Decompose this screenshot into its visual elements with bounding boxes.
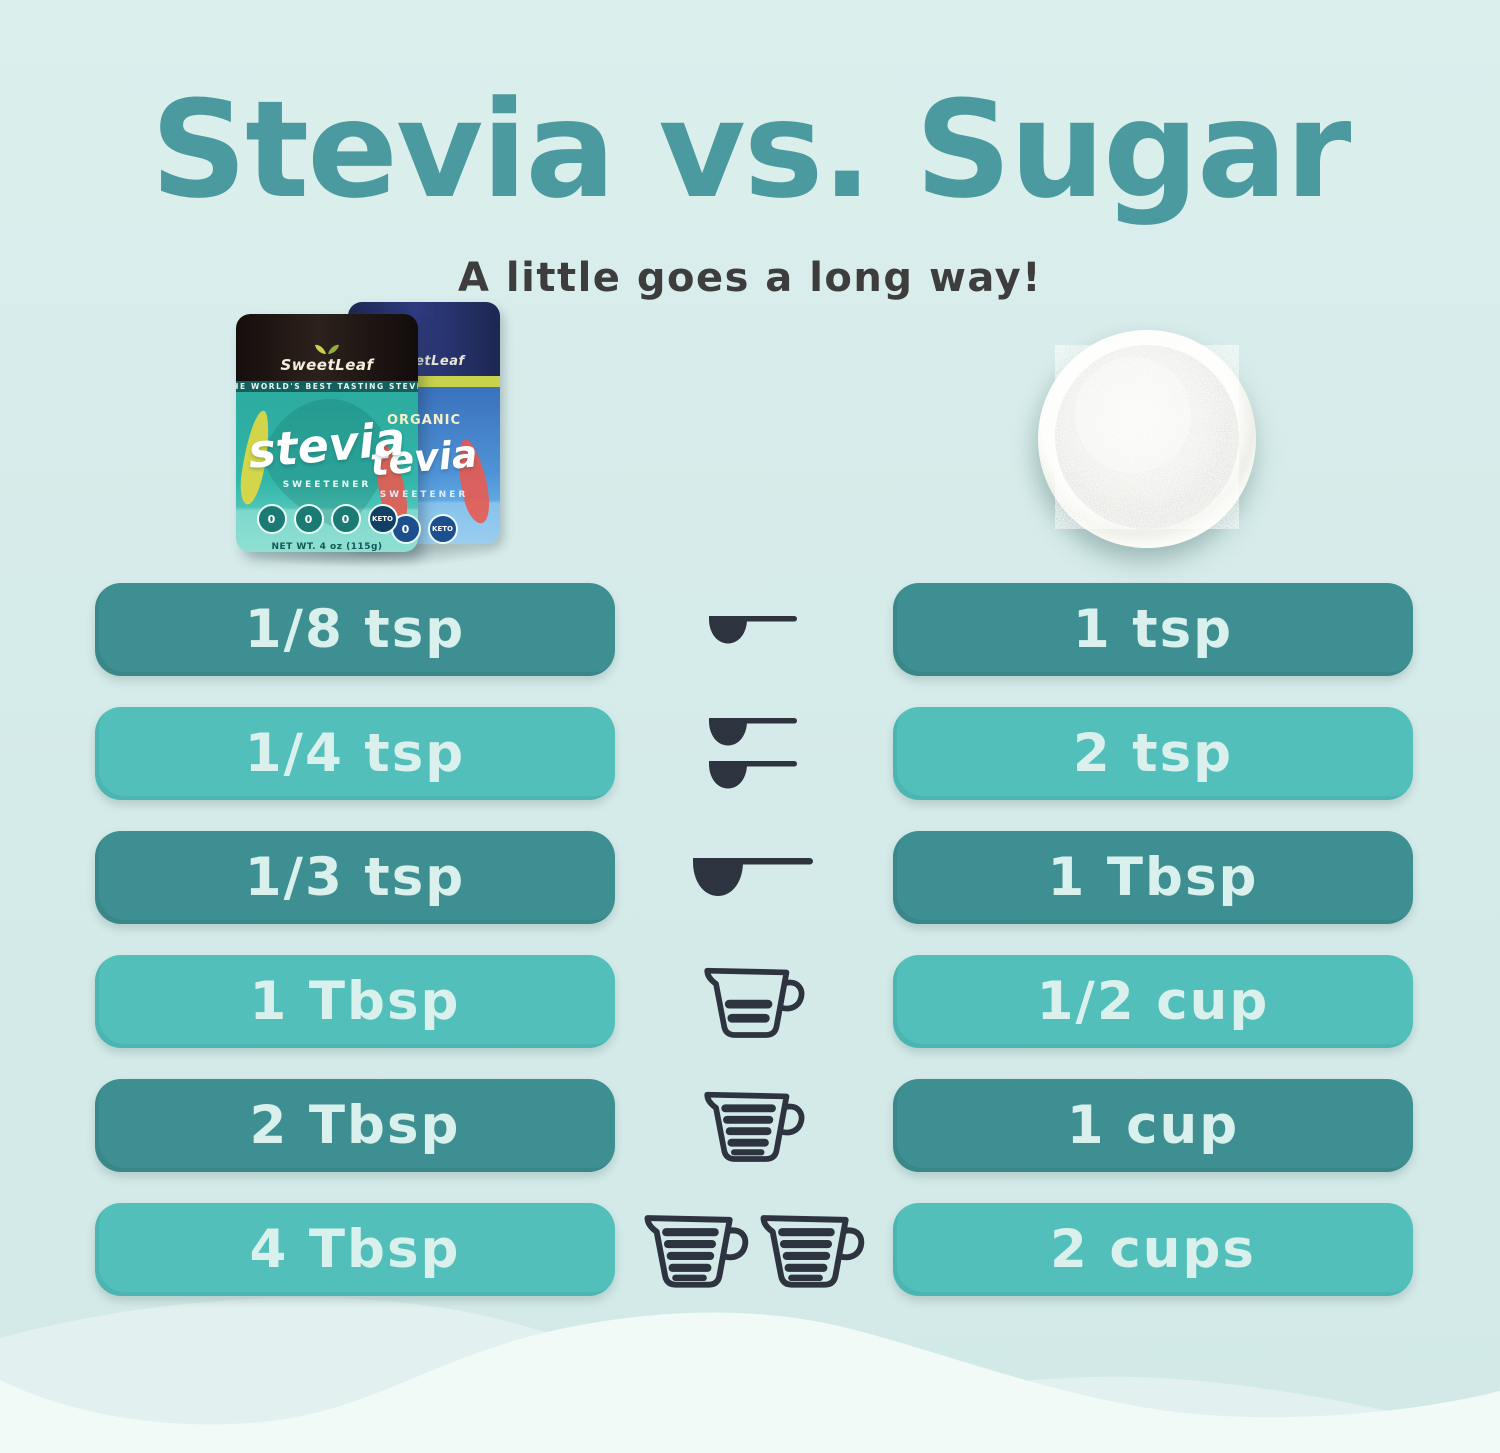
sugar-bowl-image bbox=[1038, 330, 1256, 548]
stevia-amount-pill: 1/4 tsp bbox=[95, 707, 615, 800]
stevia-bottle-original: SweetLeaf THE WORLD'S BEST TASTING STEVI… bbox=[236, 314, 418, 552]
sugar-amount-pill: 1 Tbsp bbox=[893, 831, 1413, 924]
stevia-amount-pill: 1/3 tsp bbox=[95, 831, 615, 924]
zero-badge: 0 bbox=[330, 504, 361, 534]
sugar-amount-label: 1 cup bbox=[1066, 1095, 1240, 1156]
stevia-amount-label: 2 Tbsp bbox=[249, 1095, 461, 1156]
measure-icon-cell bbox=[615, 1079, 891, 1172]
stevia-amount-label: 1 Tbsp bbox=[249, 971, 461, 1032]
sugar-amount-label: 2 tsp bbox=[1072, 723, 1234, 784]
tagline: THE WORLD'S BEST TASTING STEVIA bbox=[236, 381, 418, 391]
net-weight-label: NET WT. 4 oz (115g) bbox=[271, 542, 383, 552]
page-title: Stevia vs. Sugar bbox=[150, 72, 1352, 228]
sugar-amount-pill: 1 cup bbox=[893, 1079, 1413, 1172]
teaspoon-icon bbox=[707, 759, 799, 791]
table-row: 1/4 tsp 2 tsp bbox=[0, 707, 1500, 800]
sugar-amount-pill: 2 cups bbox=[893, 1203, 1413, 1296]
stevia-amount-pill: 2 Tbsp bbox=[95, 1079, 615, 1172]
keto-badge: KETO bbox=[427, 514, 458, 544]
sugar-amount-label: 2 cups bbox=[1050, 1219, 1256, 1280]
sugar-amount-label: 1 tsp bbox=[1072, 599, 1234, 660]
brand-logo: SweetLeaf bbox=[280, 355, 374, 374]
subtitle: A little goes a long way! bbox=[458, 255, 1042, 301]
stevia-amount-pill: 4 Tbsp bbox=[95, 1203, 615, 1296]
stevia-amount-label: 1/3 tsp bbox=[244, 847, 466, 908]
measure-icon-cell bbox=[615, 707, 891, 800]
sweetener-label: SWEETENER bbox=[379, 490, 469, 500]
zero-badge: 0 bbox=[256, 504, 287, 534]
stevia-amount-pill: 1 Tbsp bbox=[95, 955, 615, 1048]
measure-icon-cell bbox=[615, 831, 891, 924]
leaf-icon bbox=[315, 344, 339, 354]
sugar-amount-label: 1/2 cup bbox=[1036, 971, 1270, 1032]
wave-decoration bbox=[0, 1297, 1500, 1453]
stevia-amount-pill: 1/8 tsp bbox=[95, 583, 615, 676]
measuring-cup-icon bbox=[756, 1208, 866, 1292]
sugar-amount-pill: 1 tsp bbox=[893, 583, 1413, 676]
stevia-amount-label: 1/4 tsp bbox=[244, 723, 466, 784]
measuring-cup-half-icon bbox=[700, 961, 806, 1042]
sugar-amount-pill: 1/2 cup bbox=[893, 955, 1413, 1048]
bottle-cap: SweetLeaf bbox=[236, 314, 418, 381]
stevia-bottles-image: SweetLeaf ORGANIC tevia SWEETENER 0 KETO bbox=[236, 292, 506, 568]
badge-row: 0 KETO bbox=[390, 514, 458, 544]
sugar-amount-pill: 2 tsp bbox=[893, 707, 1413, 800]
organic-label: ORGANIC bbox=[386, 413, 462, 428]
measure-icon-cell bbox=[615, 583, 891, 676]
sugar-grains bbox=[1055, 345, 1239, 529]
measure-icon-cell bbox=[615, 1203, 891, 1296]
table-row: 4 Tbsp 2 cups bbox=[0, 1203, 1500, 1296]
table-row: 1/3 tsp 1 Tbsp bbox=[0, 831, 1500, 924]
bottle-label: stevia SWEETENER 0 0 0 KETO NET WT. 4 oz… bbox=[236, 378, 418, 552]
teaspoon-icon bbox=[707, 716, 799, 748]
measuring-cup-icon bbox=[640, 1208, 750, 1292]
stevia-bottle-organic: SweetLeaf ORGANIC tevia SWEETENER 0 KETO bbox=[348, 302, 500, 544]
table-row: 1/8 tsp 1 tsp bbox=[0, 583, 1500, 676]
conversion-table: 1/8 tsp 1 tsp 1/4 tsp 2 tsp bbox=[0, 583, 1500, 1327]
bottle-band bbox=[348, 376, 500, 387]
teaspoon-icon bbox=[707, 614, 799, 646]
measuring-cup-icon bbox=[700, 1085, 806, 1166]
sugar-amount-label: 1 Tbsp bbox=[1047, 847, 1259, 908]
zero-badge: 0 bbox=[293, 504, 324, 534]
tablespoon-icon bbox=[691, 856, 815, 900]
table-row: 2 Tbsp 1 cup bbox=[0, 1079, 1500, 1172]
badge-row: 0 0 0 KETO bbox=[256, 504, 398, 534]
sweetener-label: SWEETENER bbox=[282, 480, 372, 490]
bottle-band: THE WORLD'S BEST TASTING STEVIA bbox=[236, 380, 418, 392]
keto-badge: KETO bbox=[367, 504, 398, 534]
table-row: 1 Tbsp 1/2 cup bbox=[0, 955, 1500, 1048]
measure-icon-cell bbox=[615, 955, 891, 1048]
stevia-amount-label: 4 Tbsp bbox=[249, 1219, 461, 1280]
stevia-amount-label: 1/8 tsp bbox=[244, 599, 466, 660]
